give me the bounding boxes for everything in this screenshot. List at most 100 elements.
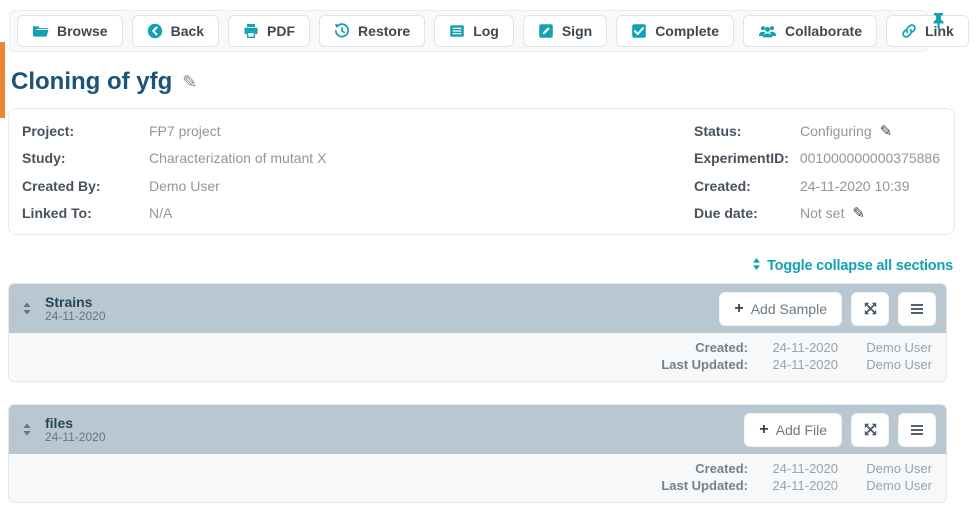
project-label: Project: xyxy=(22,122,75,139)
complete-button[interactable]: Complete xyxy=(616,15,734,47)
due-date-text: Not set xyxy=(800,205,845,222)
pencil-square-icon xyxy=(538,23,554,39)
edit-title-icon[interactable]: ✎ xyxy=(182,71,198,93)
section-title: Strains xyxy=(45,293,93,310)
section-meta: Created: 24-11-2020 Demo User Last Updat… xyxy=(661,461,932,494)
meta-updated-date: 24-11-2020 xyxy=(772,478,838,493)
sign-button[interactable]: Sign xyxy=(522,15,608,47)
toggle-collapse-all-label: Toggle collapse all sections xyxy=(767,258,953,274)
due-date-value: Not set ✎ xyxy=(800,204,865,222)
section-strains-header[interactable]: Strains 24-11-2020 + Add Sample xyxy=(9,284,946,333)
meta-updated-label: Last Updated: xyxy=(661,357,748,372)
back-label: Back xyxy=(170,23,205,39)
collaborate-button[interactable]: Collaborate xyxy=(742,15,877,47)
history-icon xyxy=(334,23,350,39)
users-icon xyxy=(758,24,777,39)
meta-created-date: 24-11-2020 xyxy=(772,340,838,355)
section-files-titleblock: files 24-11-2020 xyxy=(45,415,744,445)
collaborate-label: Collaborate xyxy=(784,23,862,39)
meta-updated-user: Demo User xyxy=(866,357,932,372)
experiment-info-panel: Project: FP7 project Study: Characteriza… xyxy=(8,108,955,235)
info-row-experiment-id: ExperimentID: 001000000000375886 xyxy=(694,145,940,173)
section-files: files 24-11-2020 + Add File Created: 24-… xyxy=(8,404,947,503)
meta-updated-user: Demo User xyxy=(866,478,932,493)
meta-created-user: Demo User xyxy=(866,461,932,476)
section-menu-button[interactable] xyxy=(898,291,936,326)
log-button[interactable]: Log xyxy=(434,15,514,47)
hamburger-icon xyxy=(911,424,923,435)
section-title: files xyxy=(45,414,74,431)
info-row-study: Study: Characterization of mutant X xyxy=(22,145,694,173)
linked-to-value: N/A xyxy=(149,205,173,222)
arrows-expand-icon xyxy=(864,302,876,315)
section-strains-titleblock: Strains 24-11-2020 xyxy=(45,294,719,324)
status-label: Status: xyxy=(694,122,742,139)
printer-icon xyxy=(243,23,259,39)
add-sample-label: Add Sample xyxy=(750,300,827,317)
study-value: Characterization of mutant X xyxy=(149,150,327,167)
add-file-button[interactable]: + Add File xyxy=(744,412,842,447)
edit-status-icon[interactable]: ✎ xyxy=(879,121,893,140)
created-by-value: Demo User xyxy=(149,177,220,194)
drag-handle-icon[interactable] xyxy=(21,422,33,437)
pdf-label: PDF xyxy=(267,23,296,39)
section-files-actions: + Add File xyxy=(744,412,936,447)
section-menu-button[interactable] xyxy=(898,412,936,447)
meta-updated-label: Last Updated: xyxy=(661,478,748,493)
toggle-collapse-all-link[interactable]: Toggle collapse all sections xyxy=(751,257,953,275)
status-value: Configuring ✎ xyxy=(800,122,892,140)
back-circle-icon xyxy=(147,23,163,39)
browse-label: Browse xyxy=(57,23,108,39)
section-date: 24-11-2020 xyxy=(45,308,106,323)
pin-icon[interactable] xyxy=(931,12,946,37)
add-sample-button[interactable]: + Add Sample xyxy=(719,291,842,326)
meta-updated-date: 24-11-2020 xyxy=(772,357,838,372)
edit-due-date-icon[interactable]: ✎ xyxy=(852,204,865,223)
section-date: 24-11-2020 xyxy=(45,429,106,444)
meta-created-date: 24-11-2020 xyxy=(772,461,838,476)
info-row-created-by: Created By: Demo User xyxy=(22,172,694,200)
status-text: Configuring xyxy=(800,122,872,139)
due-date-label: Due date: xyxy=(694,205,758,222)
browse-button[interactable]: Browse xyxy=(17,15,123,47)
created-label: Created: xyxy=(694,177,751,194)
created-by-label: Created By: xyxy=(22,177,101,194)
sign-label: Sign xyxy=(561,23,593,39)
restore-button[interactable]: Restore xyxy=(319,15,426,47)
page-title: Cloning of yfg xyxy=(11,68,173,95)
meta-created-user: Demo User xyxy=(866,340,932,355)
back-button[interactable]: Back xyxy=(131,15,220,47)
info-row-status: Status: Configuring ✎ xyxy=(694,117,940,145)
meta-created-label: Created: xyxy=(695,340,748,355)
plus-icon: + xyxy=(759,420,769,438)
sort-arrows-icon xyxy=(751,257,762,275)
section-files-header[interactable]: files 24-11-2020 + Add File xyxy=(9,405,946,454)
info-row-linked-to: Linked To: N/A xyxy=(22,200,694,228)
link-button[interactable]: Link xyxy=(886,15,969,47)
plus-icon: + xyxy=(734,299,744,317)
check-square-icon xyxy=(631,23,647,39)
info-column-left: Project: FP7 project Study: Characteriza… xyxy=(22,117,694,226)
title-row: Cloning of yfg ✎ xyxy=(11,68,197,96)
meta-created-label: Created: xyxy=(695,461,748,476)
expand-section-button[interactable] xyxy=(851,291,889,326)
section-strains: Strains 24-11-2020 + Add Sample Created:… xyxy=(8,283,947,382)
chain-link-icon xyxy=(901,23,917,39)
add-file-label: Add File xyxy=(775,421,827,438)
link-label: Link xyxy=(925,23,954,39)
linked-to-label: Linked To: xyxy=(22,205,92,222)
info-row-due-date: Due date: Not set ✎ xyxy=(694,200,940,228)
info-row-created: Created: 24-11-2020 10:39 xyxy=(694,172,940,200)
list-icon xyxy=(449,23,465,39)
project-value: FP7 project xyxy=(149,122,221,139)
complete-label: Complete xyxy=(655,23,719,39)
section-strains-actions: + Add Sample xyxy=(719,291,936,326)
orange-accent-bar xyxy=(0,42,5,118)
created-value: 24-11-2020 10:39 xyxy=(800,177,910,194)
arrows-expand-icon xyxy=(864,423,876,436)
expand-section-button[interactable] xyxy=(851,412,889,447)
pdf-button[interactable]: PDF xyxy=(228,15,311,47)
drag-handle-icon[interactable] xyxy=(21,301,33,316)
study-label: Study: xyxy=(22,150,66,167)
restore-label: Restore xyxy=(358,23,411,39)
